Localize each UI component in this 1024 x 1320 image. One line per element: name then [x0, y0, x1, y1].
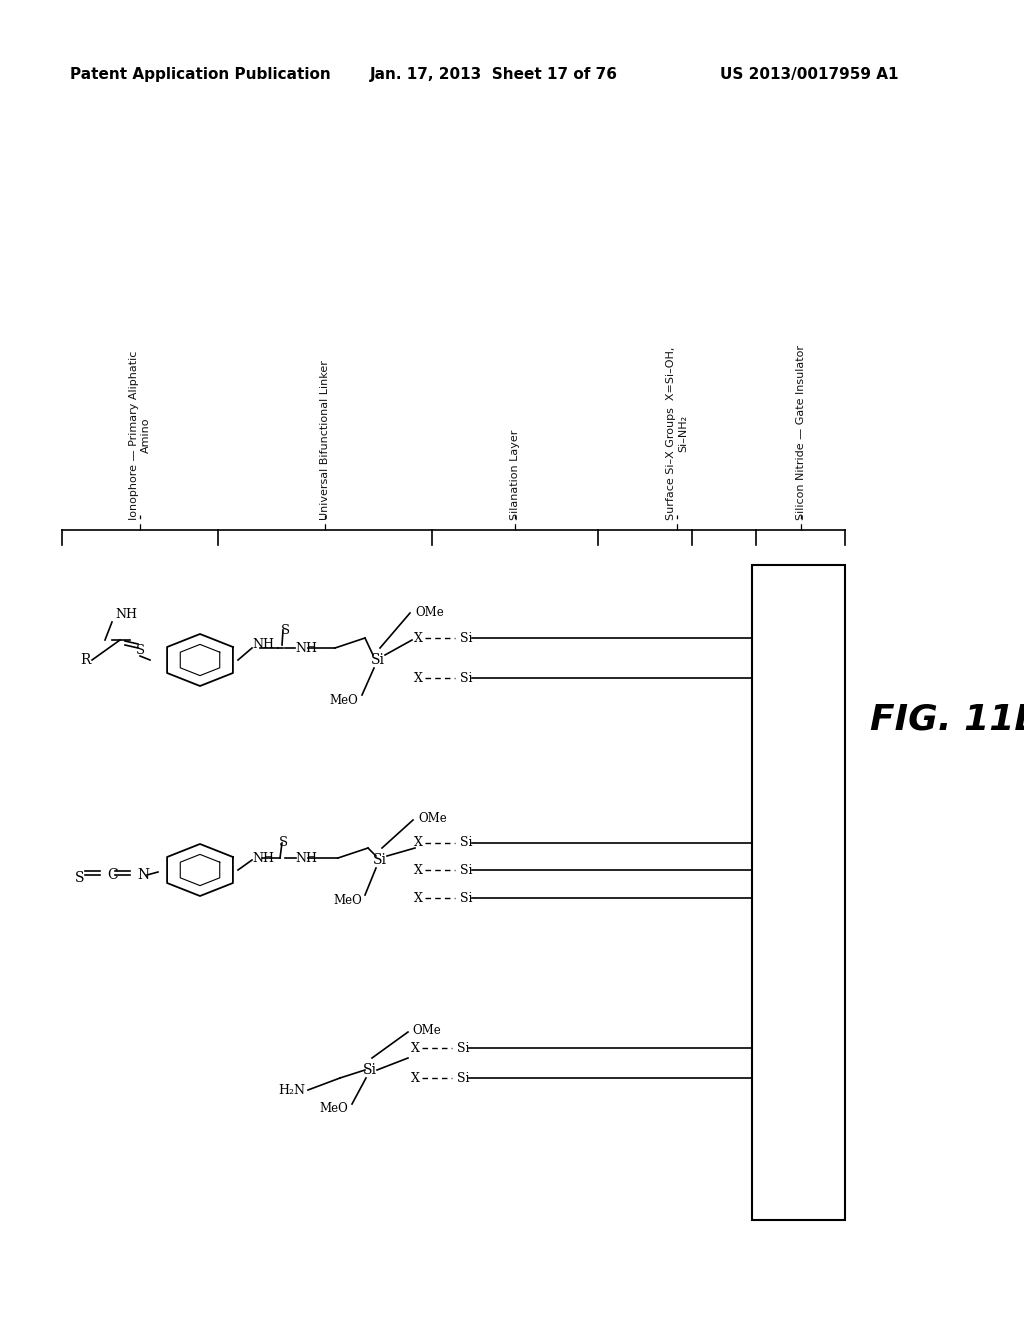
Text: N: N: [137, 869, 150, 882]
Text: X: X: [414, 837, 423, 850]
Text: Si: Si: [460, 672, 472, 685]
Text: Patent Application Publication: Patent Application Publication: [70, 67, 331, 82]
Text: OMe: OMe: [415, 606, 443, 619]
Text: OMe: OMe: [418, 812, 446, 825]
Text: NH: NH: [295, 642, 317, 655]
Text: Si: Si: [371, 653, 385, 667]
Text: S: S: [279, 836, 288, 849]
Text: Jan. 17, 2013  Sheet 17 of 76: Jan. 17, 2013 Sheet 17 of 76: [370, 67, 618, 82]
Text: X: X: [411, 1041, 420, 1055]
Text: OMe: OMe: [412, 1023, 440, 1036]
Text: S: S: [75, 871, 85, 884]
Text: Si: Si: [457, 1041, 469, 1055]
Text: X: X: [414, 863, 423, 876]
Text: Si: Si: [460, 631, 472, 644]
Text: NH: NH: [252, 639, 274, 652]
Text: X: X: [414, 631, 423, 644]
Text: X: X: [414, 891, 423, 904]
Text: NH: NH: [115, 609, 137, 622]
Text: NH: NH: [252, 851, 274, 865]
Text: Si: Si: [460, 891, 472, 904]
Text: C: C: [106, 869, 118, 882]
Text: Si: Si: [373, 853, 387, 867]
Text: US 2013/0017959 A1: US 2013/0017959 A1: [720, 67, 898, 82]
Text: S: S: [135, 644, 144, 656]
Text: MeO: MeO: [330, 693, 358, 706]
Text: FIG. 11D(2): FIG. 11D(2): [870, 704, 1024, 737]
Text: Silanation Layer: Silanation Layer: [510, 429, 520, 520]
Text: MeO: MeO: [333, 894, 362, 907]
Text: H₂N: H₂N: [278, 1084, 305, 1097]
Text: Silicon Nitride — Gate Insulator: Silicon Nitride — Gate Insulator: [796, 345, 806, 520]
Text: Surface Si–X Groups  X=Si–OH,
Si–NH₂: Surface Si–X Groups X=Si–OH, Si–NH₂: [667, 347, 688, 520]
Text: Ionophore — Primary Aliphatic
Amino: Ionophore — Primary Aliphatic Amino: [129, 351, 151, 520]
Text: NH: NH: [295, 851, 317, 865]
Text: Si: Si: [457, 1072, 469, 1085]
Text: Si: Si: [362, 1063, 377, 1077]
Text: MeO: MeO: [319, 1101, 348, 1114]
Text: Si: Si: [460, 837, 472, 850]
Text: R: R: [80, 653, 90, 667]
Text: X: X: [411, 1072, 420, 1085]
Text: X: X: [414, 672, 423, 685]
Text: Universal Bifunctional Linker: Universal Bifunctional Linker: [319, 360, 330, 520]
Text: Si: Si: [460, 863, 472, 876]
Text: S: S: [281, 623, 290, 636]
Bar: [752, 565, 845, 1220]
